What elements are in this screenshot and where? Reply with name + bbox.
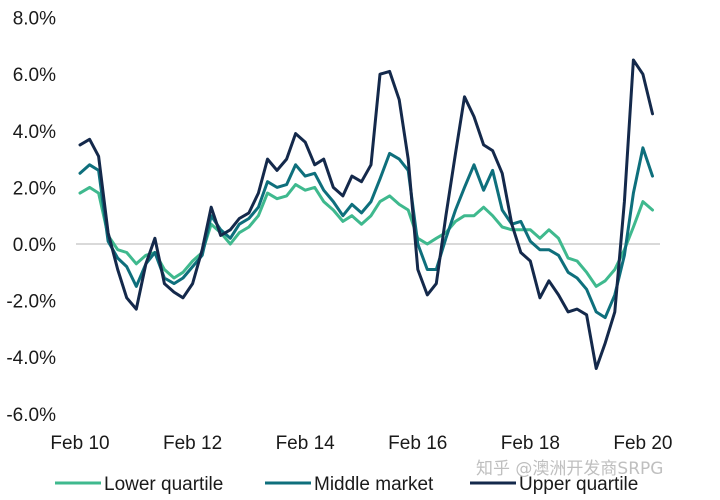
series-line-1	[78, 146, 654, 320]
x-tick-label: Feb 20	[613, 433, 672, 454]
legend-label: Middle market	[314, 474, 434, 495]
watermark: 知乎 @澳洲开发商SRPG	[476, 459, 663, 479]
series-line-2	[78, 58, 654, 370]
x-tick-label: Feb 12	[163, 433, 222, 454]
x-tick-label: Feb 18	[501, 433, 560, 454]
y-tick-label: -6.0%	[6, 405, 56, 426]
y-tick-label: -4.0%	[6, 348, 56, 369]
y-tick-label: 0.0%	[13, 235, 56, 256]
series-line-0	[78, 183, 654, 288]
y-tick-label: -2.0%	[6, 292, 56, 313]
series-layer	[78, 58, 654, 370]
legend: Lower quartile Middle market Upper quartil…	[55, 474, 638, 495]
legend-label: Lower quartile	[104, 474, 223, 495]
x-tick-label: Feb 16	[388, 433, 447, 454]
x-tick-label: Feb 14	[276, 433, 336, 454]
y-tick-label: 4.0%	[13, 122, 56, 143]
x-tick-label: Feb 10	[50, 433, 109, 454]
y-tick-label: 6.0%	[13, 65, 56, 86]
legend-label: Upper quartile	[519, 474, 638, 495]
y-tick-label: 2.0%	[13, 178, 56, 199]
y-tick-labels: -6.0% -4.0% -2.0% 0.0% 2.0% 4.0% 6.0% 8.0%	[6, 9, 56, 426]
x-tick-labels: Feb 10 Feb 12 Feb 14 Feb 16 Feb 18 Feb 20	[50, 433, 672, 454]
y-tick-label: 8.0%	[13, 9, 56, 30]
